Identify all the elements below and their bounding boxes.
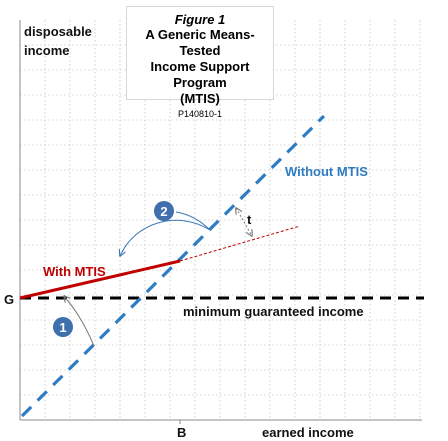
marker-2-arrow bbox=[120, 219, 211, 256]
marker-1-label: 1 bbox=[59, 320, 66, 335]
tax-arrow bbox=[236, 208, 252, 236]
marker-2-circle bbox=[154, 201, 174, 221]
without-mtis-label: Without MTIS bbox=[285, 164, 368, 179]
with-mtis-label: With MTIS bbox=[43, 264, 106, 279]
guaranteed-income-label: minimum guaranteed income bbox=[183, 304, 364, 319]
with-mtis-extension bbox=[179, 225, 301, 262]
figure-heading: Figure 1 bbox=[174, 12, 226, 27]
x-axis-label: earned income bbox=[262, 425, 354, 440]
marker-2-label: 2 bbox=[160, 204, 167, 219]
marker-1-arrow bbox=[64, 296, 95, 347]
marker-2-arrow-lead bbox=[175, 211, 211, 231]
figure-title-line-1: A Generic Means-Tested bbox=[145, 27, 255, 58]
without-mtis-line bbox=[20, 114, 326, 418]
y-axis-label-line1: disposable bbox=[24, 24, 92, 39]
figure-code: P140810-1 bbox=[177, 109, 223, 119]
tax-rate-label: t bbox=[247, 212, 252, 227]
figure-title-box: Figure 1 A Generic Means-Tested Income S… bbox=[126, 6, 274, 119]
figure-title-line-3: (MTIS) bbox=[180, 91, 220, 106]
with-mtis-line bbox=[19, 259, 181, 300]
marker-1-circle bbox=[53, 317, 73, 337]
y-axis-label-line2: income bbox=[24, 43, 70, 58]
b-tick-label: B bbox=[177, 425, 186, 440]
g-tick-label: G bbox=[4, 292, 14, 307]
figure-title-line-2: Income Support Program bbox=[150, 59, 250, 90]
